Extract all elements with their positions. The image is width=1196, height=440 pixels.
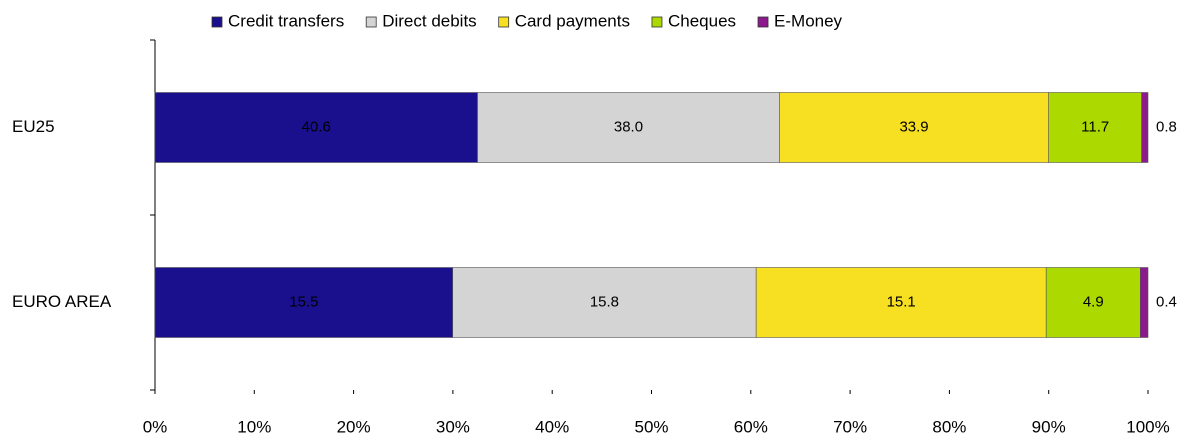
x-tick-label: 100% [1126, 417, 1169, 436]
value-label: 40.6 [302, 118, 331, 135]
bar-segment [154, 267, 454, 338]
value-label: 15.8 [590, 293, 619, 310]
bar-segment [154, 92, 478, 163]
category-label: EURO AREA [12, 292, 112, 311]
bar-segment [779, 92, 1049, 163]
legend-label: Card payments [515, 11, 630, 30]
value-label: 0.4 [1156, 293, 1177, 310]
x-tick-label: 20% [337, 417, 371, 436]
bar-segment [452, 267, 757, 338]
legend-swatch [211, 16, 223, 28]
legend-swatch [365, 16, 377, 28]
bar-segment [1045, 267, 1141, 338]
value-label: 15.5 [289, 293, 318, 310]
value-label: 0.8 [1156, 118, 1177, 135]
legend-swatch [757, 16, 769, 28]
x-tick-label: 10% [237, 417, 271, 436]
x-tick-label: 60% [734, 417, 768, 436]
x-tick-label: 70% [833, 417, 867, 436]
x-tick-label: 30% [436, 417, 470, 436]
legend-label: Credit transfers [228, 11, 344, 30]
x-tick-label: 80% [932, 417, 966, 436]
x-tick-label: 0% [143, 417, 168, 436]
value-label: 11.7 [1081, 118, 1109, 135]
bar-segment [1048, 92, 1142, 163]
x-tick-label: 50% [634, 417, 668, 436]
value-label: 38.0 [614, 118, 643, 135]
x-tick-label: 40% [535, 417, 569, 436]
x-tick-label: 90% [1032, 417, 1066, 436]
legend-label: Cheques [668, 11, 736, 30]
legend-swatch [651, 16, 663, 28]
value-label: 33.9 [899, 118, 928, 135]
bar-segment [1140, 267, 1149, 338]
legend-label: E-Money [774, 11, 843, 30]
value-label: 4.9 [1083, 293, 1104, 310]
value-label: 15.1 [887, 293, 916, 310]
bar-segment [1141, 92, 1149, 163]
legend-label: Direct debits [382, 11, 476, 30]
bar-segment [755, 267, 1047, 338]
legend-swatch [498, 16, 510, 28]
category-label: EU25 [12, 117, 55, 136]
